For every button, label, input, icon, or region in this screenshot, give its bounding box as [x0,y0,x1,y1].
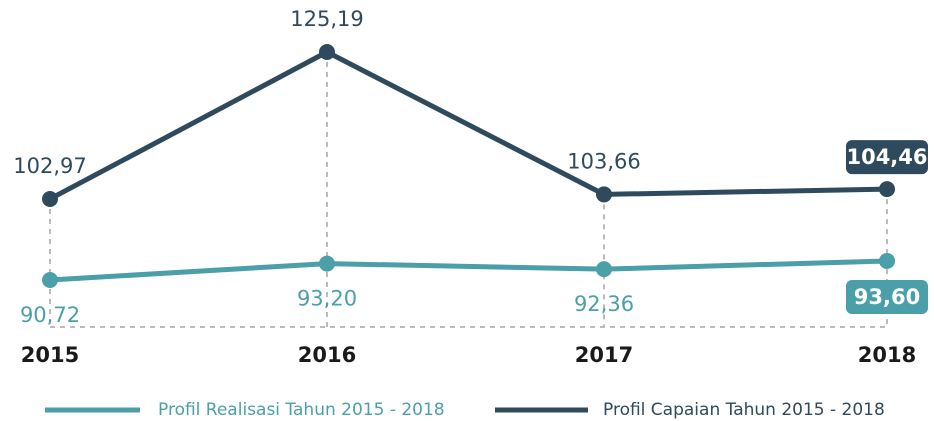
value-label: 92,36 [574,292,634,316]
label-box [846,140,928,175]
value-label: 102,97 [13,154,86,178]
legend-label: Profil Capaian Tahun 2015 - 2018 [603,400,885,420]
value-label: 93,20 [297,287,357,311]
point [319,44,335,60]
point [596,261,612,278]
series-line [48,49,888,202]
point [42,190,58,207]
point [596,186,612,203]
legend-label: Profil Realisasi Tahun 2015 - 2018 [158,400,445,420]
point [42,272,58,288]
label-box [846,279,928,314]
x-tick-label: 2018 [858,343,916,367]
point [879,181,895,198]
x-tick-label: 2015 [21,343,79,367]
value-label: 103,66 [567,149,640,173]
value-label: 125,19 [290,7,363,31]
x-tick-label: 2016 [298,343,356,367]
value-label: 93,60 [854,285,920,309]
point [879,252,895,269]
series-line [49,258,888,283]
point [319,255,335,272]
value-label: 104,46 [846,145,927,169]
x-tick-label: 2017 [575,343,633,367]
value-label: 90,72 [20,303,80,327]
